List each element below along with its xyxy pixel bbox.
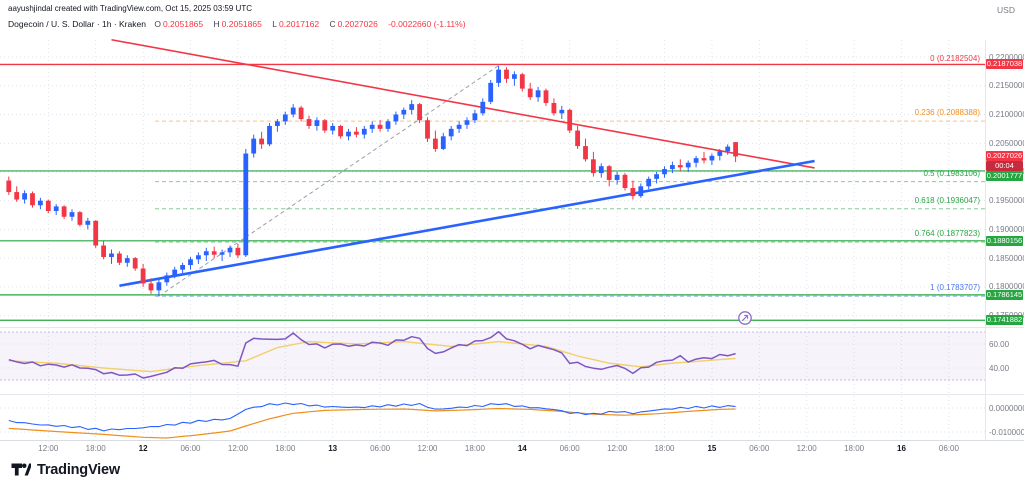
ohlc-close: C 0.2027026 <box>329 19 378 29</box>
resistance-price-label: 0.2187038 <box>986 59 1023 70</box>
last-price-label: 0.2027026 <box>986 151 1023 162</box>
time-label: 12:00 <box>38 444 59 453</box>
gridlines <box>0 40 985 440</box>
horizontal-lines <box>0 63 985 321</box>
time-label: 15 <box>707 444 717 453</box>
ohlc-low: L 0.2017162 <box>272 19 320 29</box>
ohlc-high: H 0.2051865 <box>213 19 262 29</box>
time-label: 06:00 <box>370 444 391 453</box>
time-label: 12:00 <box>227 444 248 453</box>
price-axis[interactable]: 0.2200000 0.2150000 0.2100000 0.2050000 0.20… <box>985 0 1024 455</box>
momentum-pane <box>8 402 736 439</box>
support-price-label: 0.1786145 <box>986 289 1023 300</box>
price-tick: 0.2100000 <box>989 109 1024 119</box>
support-price-label: 0.1880156 <box>986 235 1023 246</box>
time-label: 16 <box>897 444 906 453</box>
price-tick: 0.1950000 <box>989 196 1024 206</box>
price-tick: 0.1850000 <box>989 253 1024 263</box>
time-label: 18:00 <box>654 444 675 453</box>
time-label: 13 <box>328 444 338 453</box>
rsi-tick: 40.00 <box>989 363 1010 373</box>
rsi-tick: 60.00 <box>989 339 1010 349</box>
time-label: 12:00 <box>417 444 438 453</box>
time-label: 18:00 <box>464 444 485 453</box>
time-label: 06:00 <box>938 444 959 453</box>
candles <box>6 65 738 297</box>
price-change: -0.0022660 (-1.11%) <box>388 19 466 29</box>
price-tick: 0.1900000 <box>989 224 1024 234</box>
time-label: 12 <box>138 444 148 453</box>
price-tick: 0.2200000 <box>989 52 1024 62</box>
time-label: 06:00 <box>749 444 770 453</box>
attribution-text: aayushjindal created with TradingView.co… <box>8 4 252 13</box>
bar-countdown-label: 00:04 <box>986 161 1023 172</box>
price-tick: 0.2050000 <box>989 138 1024 148</box>
ohlc-open: O 0.2051865 <box>154 19 204 29</box>
currency-label: USD <box>997 5 1015 15</box>
price-tick: 0.1800000 <box>989 282 1024 292</box>
time-label: 06:00 <box>559 444 580 453</box>
rsi-pane <box>8 330 736 379</box>
tradingview-logo[interactable]: TradingView <box>10 459 120 480</box>
time-label: 06:00 <box>180 444 201 453</box>
support-price-label: 0.1741882 <box>986 315 1023 326</box>
time-label: 18:00 <box>844 444 865 453</box>
time-label: 18:00 <box>275 444 296 453</box>
time-label: 12:00 <box>607 444 628 453</box>
fib-levels <box>155 120 985 297</box>
time-label: 18:00 <box>85 444 106 453</box>
time-label: 14 <box>517 444 527 453</box>
momentum-tick: 0.0000000 <box>989 403 1024 413</box>
crosshair-marker-icon[interactable] <box>737 310 753 331</box>
pane-separators <box>0 40 1024 441</box>
time-axis[interactable]: 12:00 18:00 12 06:00 12:00 18:00 13 06:00 12:00 1… <box>0 440 1024 456</box>
price-tick: 0.2150000 <box>989 81 1024 91</box>
tradingview-wordmark: TradingView <box>37 461 120 478</box>
symbol-title: Dogecoin / U. S. Dollar · 1h · Kraken <box>8 19 146 29</box>
time-label: 12:00 <box>796 444 817 453</box>
trendlines <box>111 38 815 297</box>
support-price-label: 0.2001777 <box>986 171 1023 182</box>
rsi-band <box>0 331 985 433</box>
tradingview-glyph-icon <box>11 463 31 476</box>
chart-canvas[interactable] <box>0 0 1024 455</box>
